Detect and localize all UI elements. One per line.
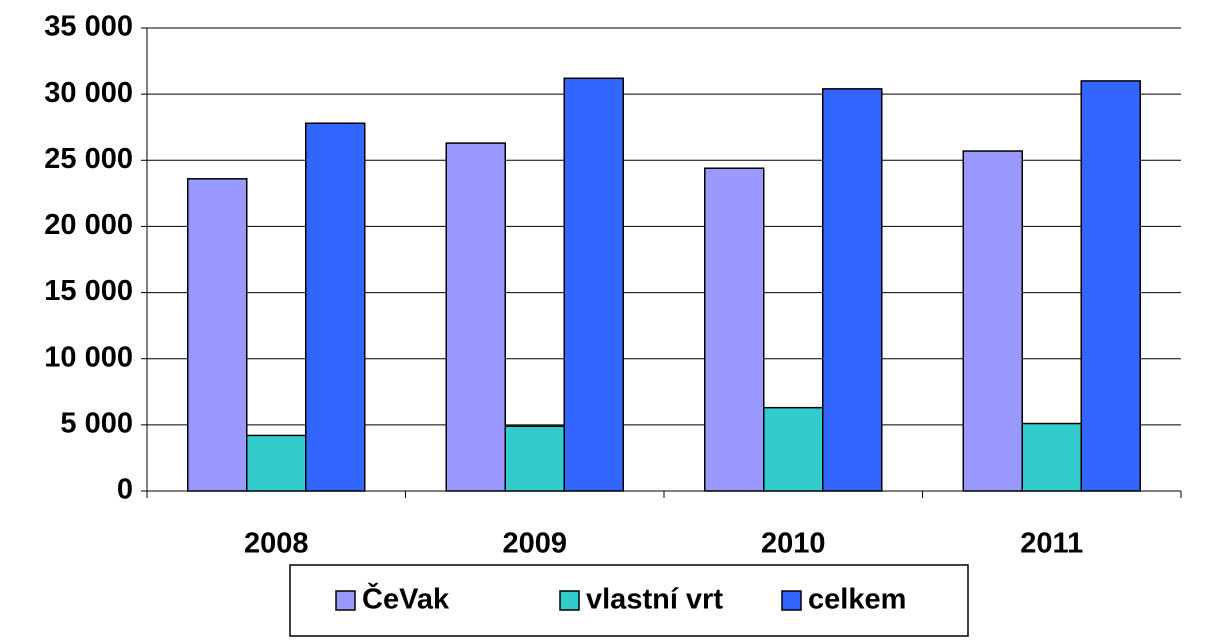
bar	[563, 77, 624, 492]
bar	[305, 122, 366, 492]
bar	[962, 150, 1023, 492]
bar	[704, 167, 765, 492]
bar	[1021, 422, 1082, 492]
y-tick-label: 30 000	[44, 77, 133, 109]
bar	[763, 406, 824, 492]
legend-label: vlastní vrt	[586, 584, 723, 616]
y-tick-label: 15 000	[44, 275, 133, 307]
bar	[822, 88, 883, 492]
x-tick-label: 2008	[244, 528, 309, 560]
y-tick-label: 20 000	[44, 209, 133, 241]
legend-label: celkem	[808, 584, 906, 616]
bar	[445, 142, 506, 492]
y-tick-label: 0	[117, 474, 133, 506]
x-tick-label: 2009	[502, 528, 567, 560]
y-tick-label: 10 000	[44, 341, 133, 373]
legend-swatch	[335, 590, 356, 611]
bar	[504, 425, 565, 492]
legend-swatch	[559, 590, 580, 611]
bar	[187, 178, 248, 492]
y-tick-label: 5 000	[60, 408, 133, 440]
x-tick-label: 2011	[1020, 528, 1083, 560]
x-tick-label: 2010	[761, 528, 826, 560]
y-tick-label: 25 000	[44, 143, 133, 175]
bar	[246, 434, 307, 492]
legend-swatch	[781, 590, 802, 611]
bar	[1080, 80, 1141, 492]
y-tick-label: 35 000	[44, 11, 133, 43]
legend-box	[289, 564, 969, 637]
legend-label: ČeVak	[362, 582, 450, 616]
